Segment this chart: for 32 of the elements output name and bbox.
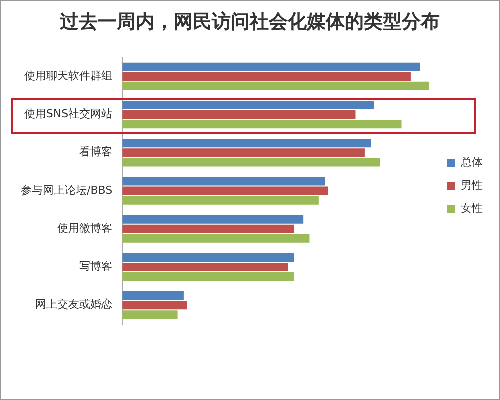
bar bbox=[122, 100, 374, 110]
bar bbox=[122, 224, 294, 234]
bar bbox=[122, 148, 365, 158]
chart-title: 过去一周内，网民访问社会化媒体的类型分布 bbox=[59, 10, 441, 35]
legend-label: 总体 bbox=[460, 156, 483, 169]
bar bbox=[122, 186, 328, 196]
bar bbox=[122, 272, 294, 282]
bar bbox=[122, 253, 294, 262]
bar bbox=[122, 292, 184, 300]
y-tick-label: 使用微博客 bbox=[58, 222, 113, 235]
bar bbox=[122, 158, 380, 167]
y-tick-label: 网上交友或婚恋 bbox=[36, 298, 113, 312]
bar bbox=[122, 215, 304, 224]
bar bbox=[122, 310, 178, 320]
bar bbox=[122, 139, 372, 148]
bar bbox=[122, 120, 402, 129]
bar bbox=[122, 234, 310, 243]
y-tick-label: 看博客 bbox=[80, 146, 113, 159]
y-tick-label: 使用SNS社交网站 bbox=[24, 108, 113, 121]
bar bbox=[122, 82, 430, 90]
bar bbox=[122, 301, 188, 310]
bar bbox=[122, 62, 420, 72]
y-tick-label: 写博客 bbox=[80, 260, 113, 274]
bar bbox=[122, 196, 319, 205]
bar bbox=[122, 262, 288, 272]
bar bbox=[122, 110, 356, 120]
bar bbox=[122, 177, 326, 186]
legend-label: 女性 bbox=[461, 202, 483, 215]
y-tick-label: 参与网上论坛/BBS bbox=[20, 184, 113, 197]
legend-label: 男性 bbox=[461, 178, 483, 192]
y-tick-label: 使用聊天软件群组 bbox=[24, 70, 113, 83]
bar bbox=[122, 72, 411, 81]
